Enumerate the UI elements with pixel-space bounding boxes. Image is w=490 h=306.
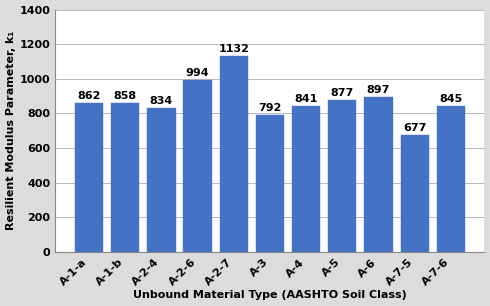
Bar (365, 97, 392, 252)
Text: 845: 845 (439, 94, 463, 104)
Bar (256, 115, 284, 252)
Text: 858: 858 (114, 91, 137, 101)
Text: 862: 862 (77, 91, 101, 101)
Bar (328, 100, 356, 252)
Bar (147, 108, 175, 252)
Text: 834: 834 (150, 95, 173, 106)
Bar (183, 80, 212, 252)
Bar (220, 56, 248, 252)
Bar (400, 135, 429, 252)
Bar (437, 106, 465, 252)
Text: 677: 677 (403, 123, 426, 133)
Bar (111, 103, 139, 252)
Text: 792: 792 (258, 103, 282, 113)
Text: 1132: 1132 (219, 44, 249, 54)
Text: 841: 841 (294, 94, 318, 104)
Bar (75, 103, 103, 252)
Text: 897: 897 (367, 84, 390, 95)
Y-axis label: Resilient Modulus Parameter, k₁: Resilient Modulus Parameter, k₁ (5, 31, 16, 230)
Bar (292, 106, 320, 252)
Text: 877: 877 (331, 88, 354, 98)
X-axis label: Unbound Material Type (AASHTO Soil Class): Unbound Material Type (AASHTO Soil Class… (133, 290, 407, 300)
Text: 994: 994 (186, 68, 209, 78)
